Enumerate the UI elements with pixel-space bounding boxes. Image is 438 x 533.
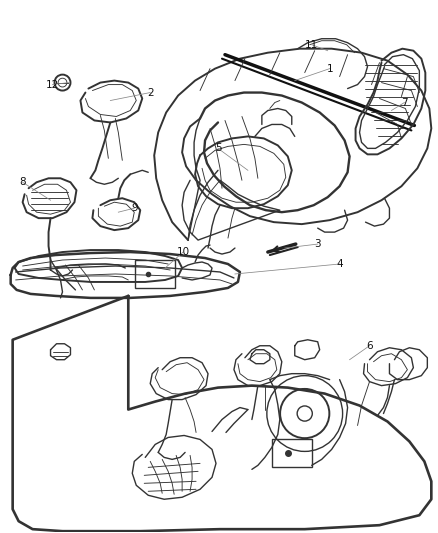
Text: 6: 6 [366,341,373,351]
Text: 8: 8 [19,177,26,187]
Text: 1: 1 [326,63,333,74]
Bar [272,439,312,467]
Text: 9: 9 [131,203,138,213]
Text: 2: 2 [147,87,154,98]
Text: 10: 10 [177,247,190,257]
Text: 12: 12 [46,79,59,90]
Text: 5: 5 [215,143,221,154]
Text: 11: 11 [305,39,318,50]
Text: 3: 3 [314,239,321,249]
Text: 7: 7 [401,98,408,108]
Text: 4: 4 [336,259,343,269]
Bar [135,260,175,288]
